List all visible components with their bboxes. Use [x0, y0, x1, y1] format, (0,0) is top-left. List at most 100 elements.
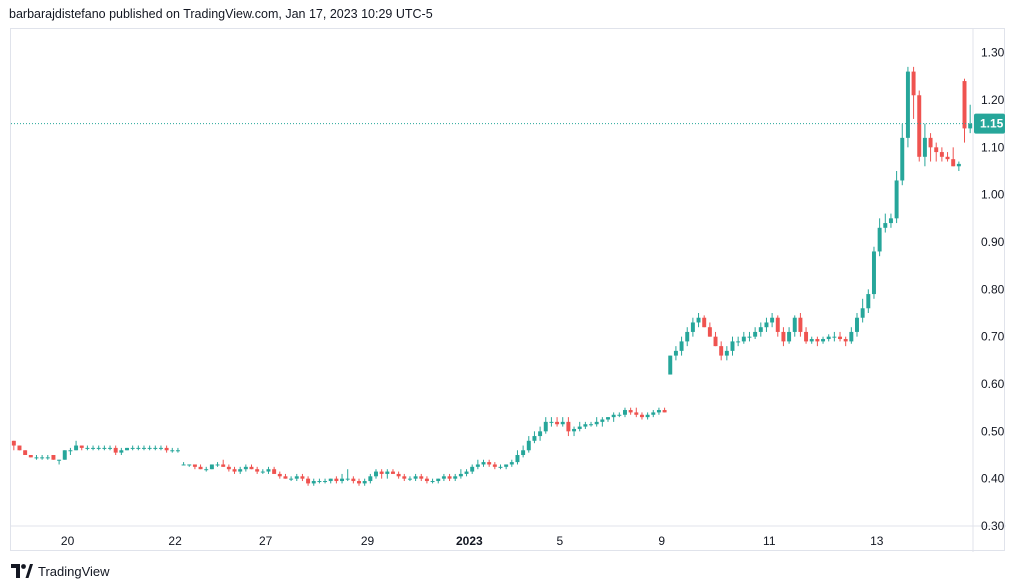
candle — [317, 478, 322, 484]
candle-body — [255, 469, 260, 472]
candle — [175, 447, 180, 453]
candle — [306, 476, 311, 486]
candle-body — [243, 466, 248, 470]
candle — [589, 421, 594, 427]
candle — [956, 161, 961, 171]
candle — [158, 445, 163, 451]
time-tick-label: 13 — [870, 534, 884, 548]
time-axis[interactable]: 20 22 27 29 2023 5 9 11 13 — [61, 534, 884, 548]
candle-body — [792, 317, 797, 332]
candle-body — [589, 424, 594, 426]
candle — [855, 313, 859, 337]
candle — [113, 445, 118, 455]
candle — [713, 331, 718, 347]
candle — [894, 171, 899, 224]
candle-body — [628, 410, 633, 413]
candle — [849, 327, 854, 344]
candle-body — [934, 147, 939, 153]
candle-body — [396, 473, 401, 477]
candle-body — [685, 331, 690, 342]
candle — [843, 336, 848, 347]
candle-body — [390, 471, 395, 474]
candle — [628, 407, 633, 415]
candle — [656, 407, 661, 415]
candle-body — [351, 478, 356, 482]
candle-body — [690, 322, 695, 332]
candle-body — [175, 450, 180, 452]
candle — [232, 466, 237, 474]
candle-body — [11, 440, 16, 446]
candle-body — [311, 481, 316, 484]
time-tick-label: 5 — [557, 534, 564, 548]
candle — [136, 445, 141, 451]
candle-body — [85, 447, 90, 449]
candle — [888, 213, 893, 228]
candle — [441, 473, 446, 482]
candle — [102, 445, 107, 451]
candle-body — [272, 469, 277, 474]
price-tick-label: 0.30 — [981, 519, 1005, 533]
candle — [130, 445, 135, 451]
candle — [238, 466, 243, 474]
chart-frame[interactable]: 1.30 1.20 1.10 1.00 0.90 0.80 0.70 0.60 0.50 0.40… — [10, 28, 1006, 552]
candle-body — [549, 421, 554, 423]
candle-body — [102, 447, 107, 449]
candle-body — [407, 478, 412, 480]
candle-body — [849, 331, 854, 342]
candle — [390, 469, 395, 474]
candle-body — [838, 336, 842, 340]
candle-body — [815, 339, 820, 342]
candle — [266, 466, 271, 474]
candle-body — [498, 466, 503, 468]
candle — [311, 478, 316, 486]
candle — [611, 412, 616, 422]
candle — [368, 473, 373, 484]
candle — [170, 447, 175, 453]
candle — [340, 473, 345, 484]
candle — [509, 459, 514, 467]
candle — [181, 462, 186, 466]
candle-body — [679, 341, 684, 351]
candle — [487, 459, 492, 467]
candle — [260, 469, 265, 474]
candle-body — [136, 447, 141, 449]
candle — [775, 315, 780, 337]
candle-body — [45, 457, 50, 459]
candle-body — [662, 410, 667, 413]
candle-body — [130, 447, 135, 449]
candle — [374, 469, 378, 479]
candle-body — [651, 412, 656, 415]
candle-body — [634, 412, 639, 415]
candle — [515, 450, 520, 465]
candle — [968, 104, 973, 134]
candle — [606, 417, 610, 422]
candle-body — [515, 455, 520, 463]
candle-body — [764, 322, 769, 328]
candle — [922, 123, 927, 167]
candle — [809, 336, 814, 344]
candle — [905, 66, 910, 148]
candle-body — [96, 447, 101, 449]
candle-body — [74, 445, 79, 451]
candle-body — [79, 445, 84, 448]
candle-body — [821, 339, 826, 342]
candle-body — [623, 410, 627, 415]
candle — [617, 412, 622, 418]
candle-body — [713, 336, 718, 347]
candlestick-chart[interactable]: 1.30 1.20 1.10 1.00 0.90 0.80 0.70 0.60 0.50 0.40… — [11, 29, 1006, 552]
candle — [255, 466, 260, 474]
candle-body — [566, 421, 571, 432]
candle-body — [787, 331, 792, 342]
candle-body — [458, 473, 463, 477]
candle — [28, 455, 33, 458]
candle-body — [91, 447, 96, 449]
price-axis[interactable]: 1.30 1.20 1.10 1.00 0.90 0.80 0.70 0.60 0.50 0.40… — [981, 46, 1005, 533]
candle-body — [583, 424, 588, 427]
candle-body — [181, 464, 186, 466]
candle — [464, 469, 469, 477]
tradingview-branding[interactable]: TradingView — [11, 560, 110, 582]
candle — [724, 346, 729, 361]
candle — [821, 336, 826, 344]
candle-body — [475, 464, 480, 467]
last-price-badge-label: 1.15 — [980, 117, 1004, 131]
